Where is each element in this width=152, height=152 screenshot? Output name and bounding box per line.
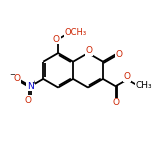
Text: O: O (53, 35, 60, 44)
Text: +: + (31, 80, 36, 85)
Text: O: O (112, 98, 119, 107)
Text: CH₃: CH₃ (135, 81, 152, 90)
Text: O: O (124, 72, 131, 81)
Text: O: O (13, 74, 20, 83)
Text: O: O (85, 46, 92, 55)
Text: OCH₃: OCH₃ (64, 28, 86, 37)
Text: N: N (27, 82, 34, 91)
Text: −: − (9, 72, 15, 78)
Text: O: O (25, 96, 32, 105)
Text: O: O (115, 50, 122, 59)
